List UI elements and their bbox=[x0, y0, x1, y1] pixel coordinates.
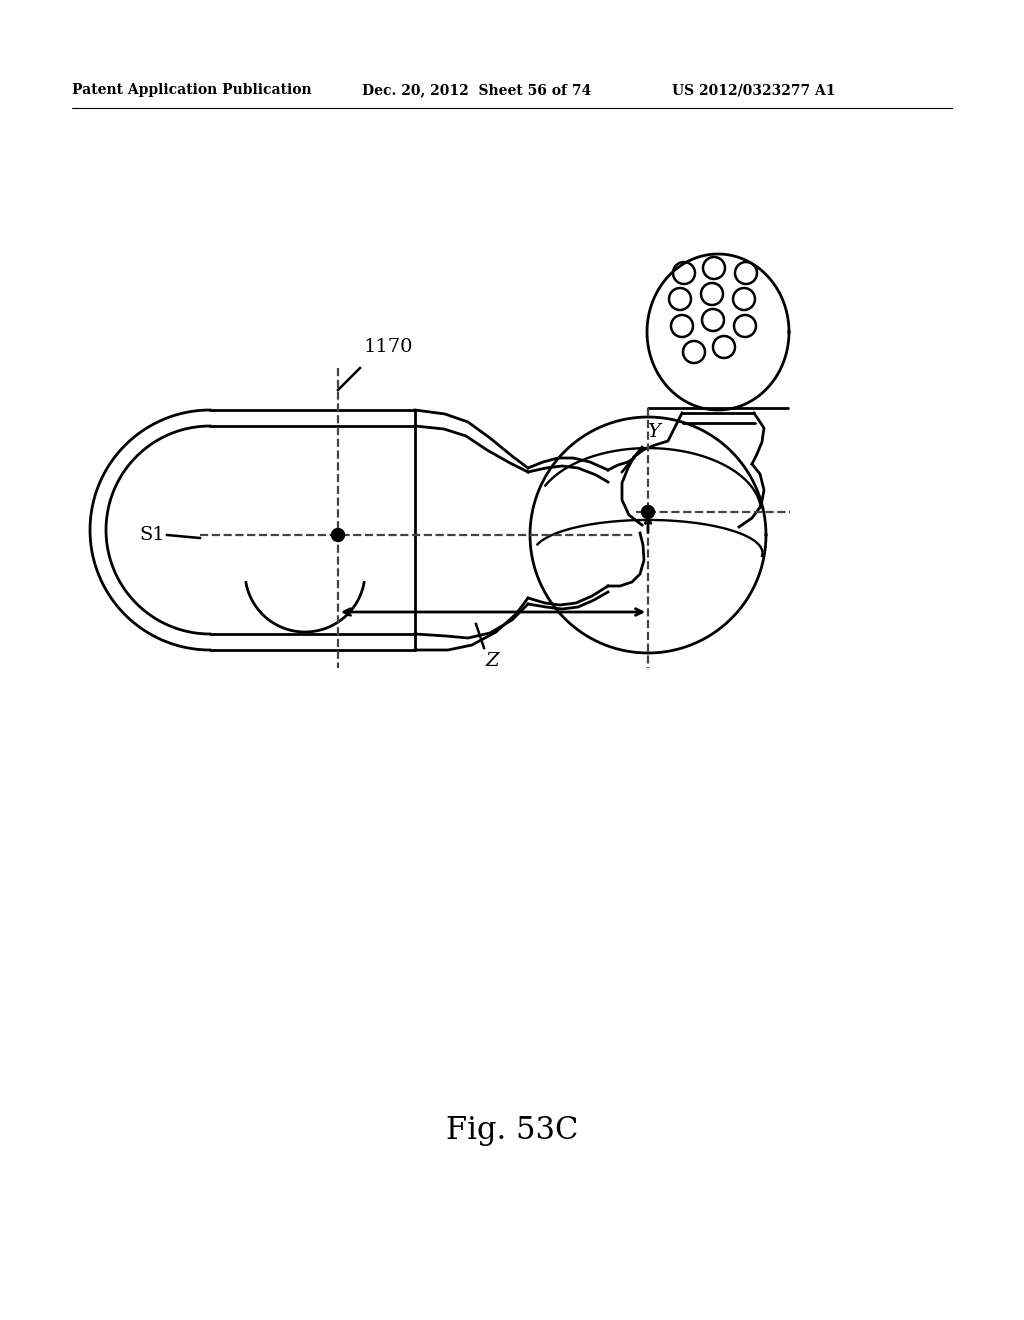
Circle shape bbox=[641, 506, 654, 519]
Text: US 2012/0323277 A1: US 2012/0323277 A1 bbox=[672, 83, 836, 96]
Circle shape bbox=[332, 528, 344, 541]
Text: 1170: 1170 bbox=[364, 338, 414, 356]
Text: Z: Z bbox=[485, 652, 499, 671]
Text: S1: S1 bbox=[139, 525, 165, 544]
Text: Y: Y bbox=[647, 422, 659, 441]
Text: Patent Application Publication: Patent Application Publication bbox=[72, 83, 311, 96]
Text: Dec. 20, 2012  Sheet 56 of 74: Dec. 20, 2012 Sheet 56 of 74 bbox=[362, 83, 591, 96]
Text: Fig. 53C: Fig. 53C bbox=[445, 1115, 579, 1146]
